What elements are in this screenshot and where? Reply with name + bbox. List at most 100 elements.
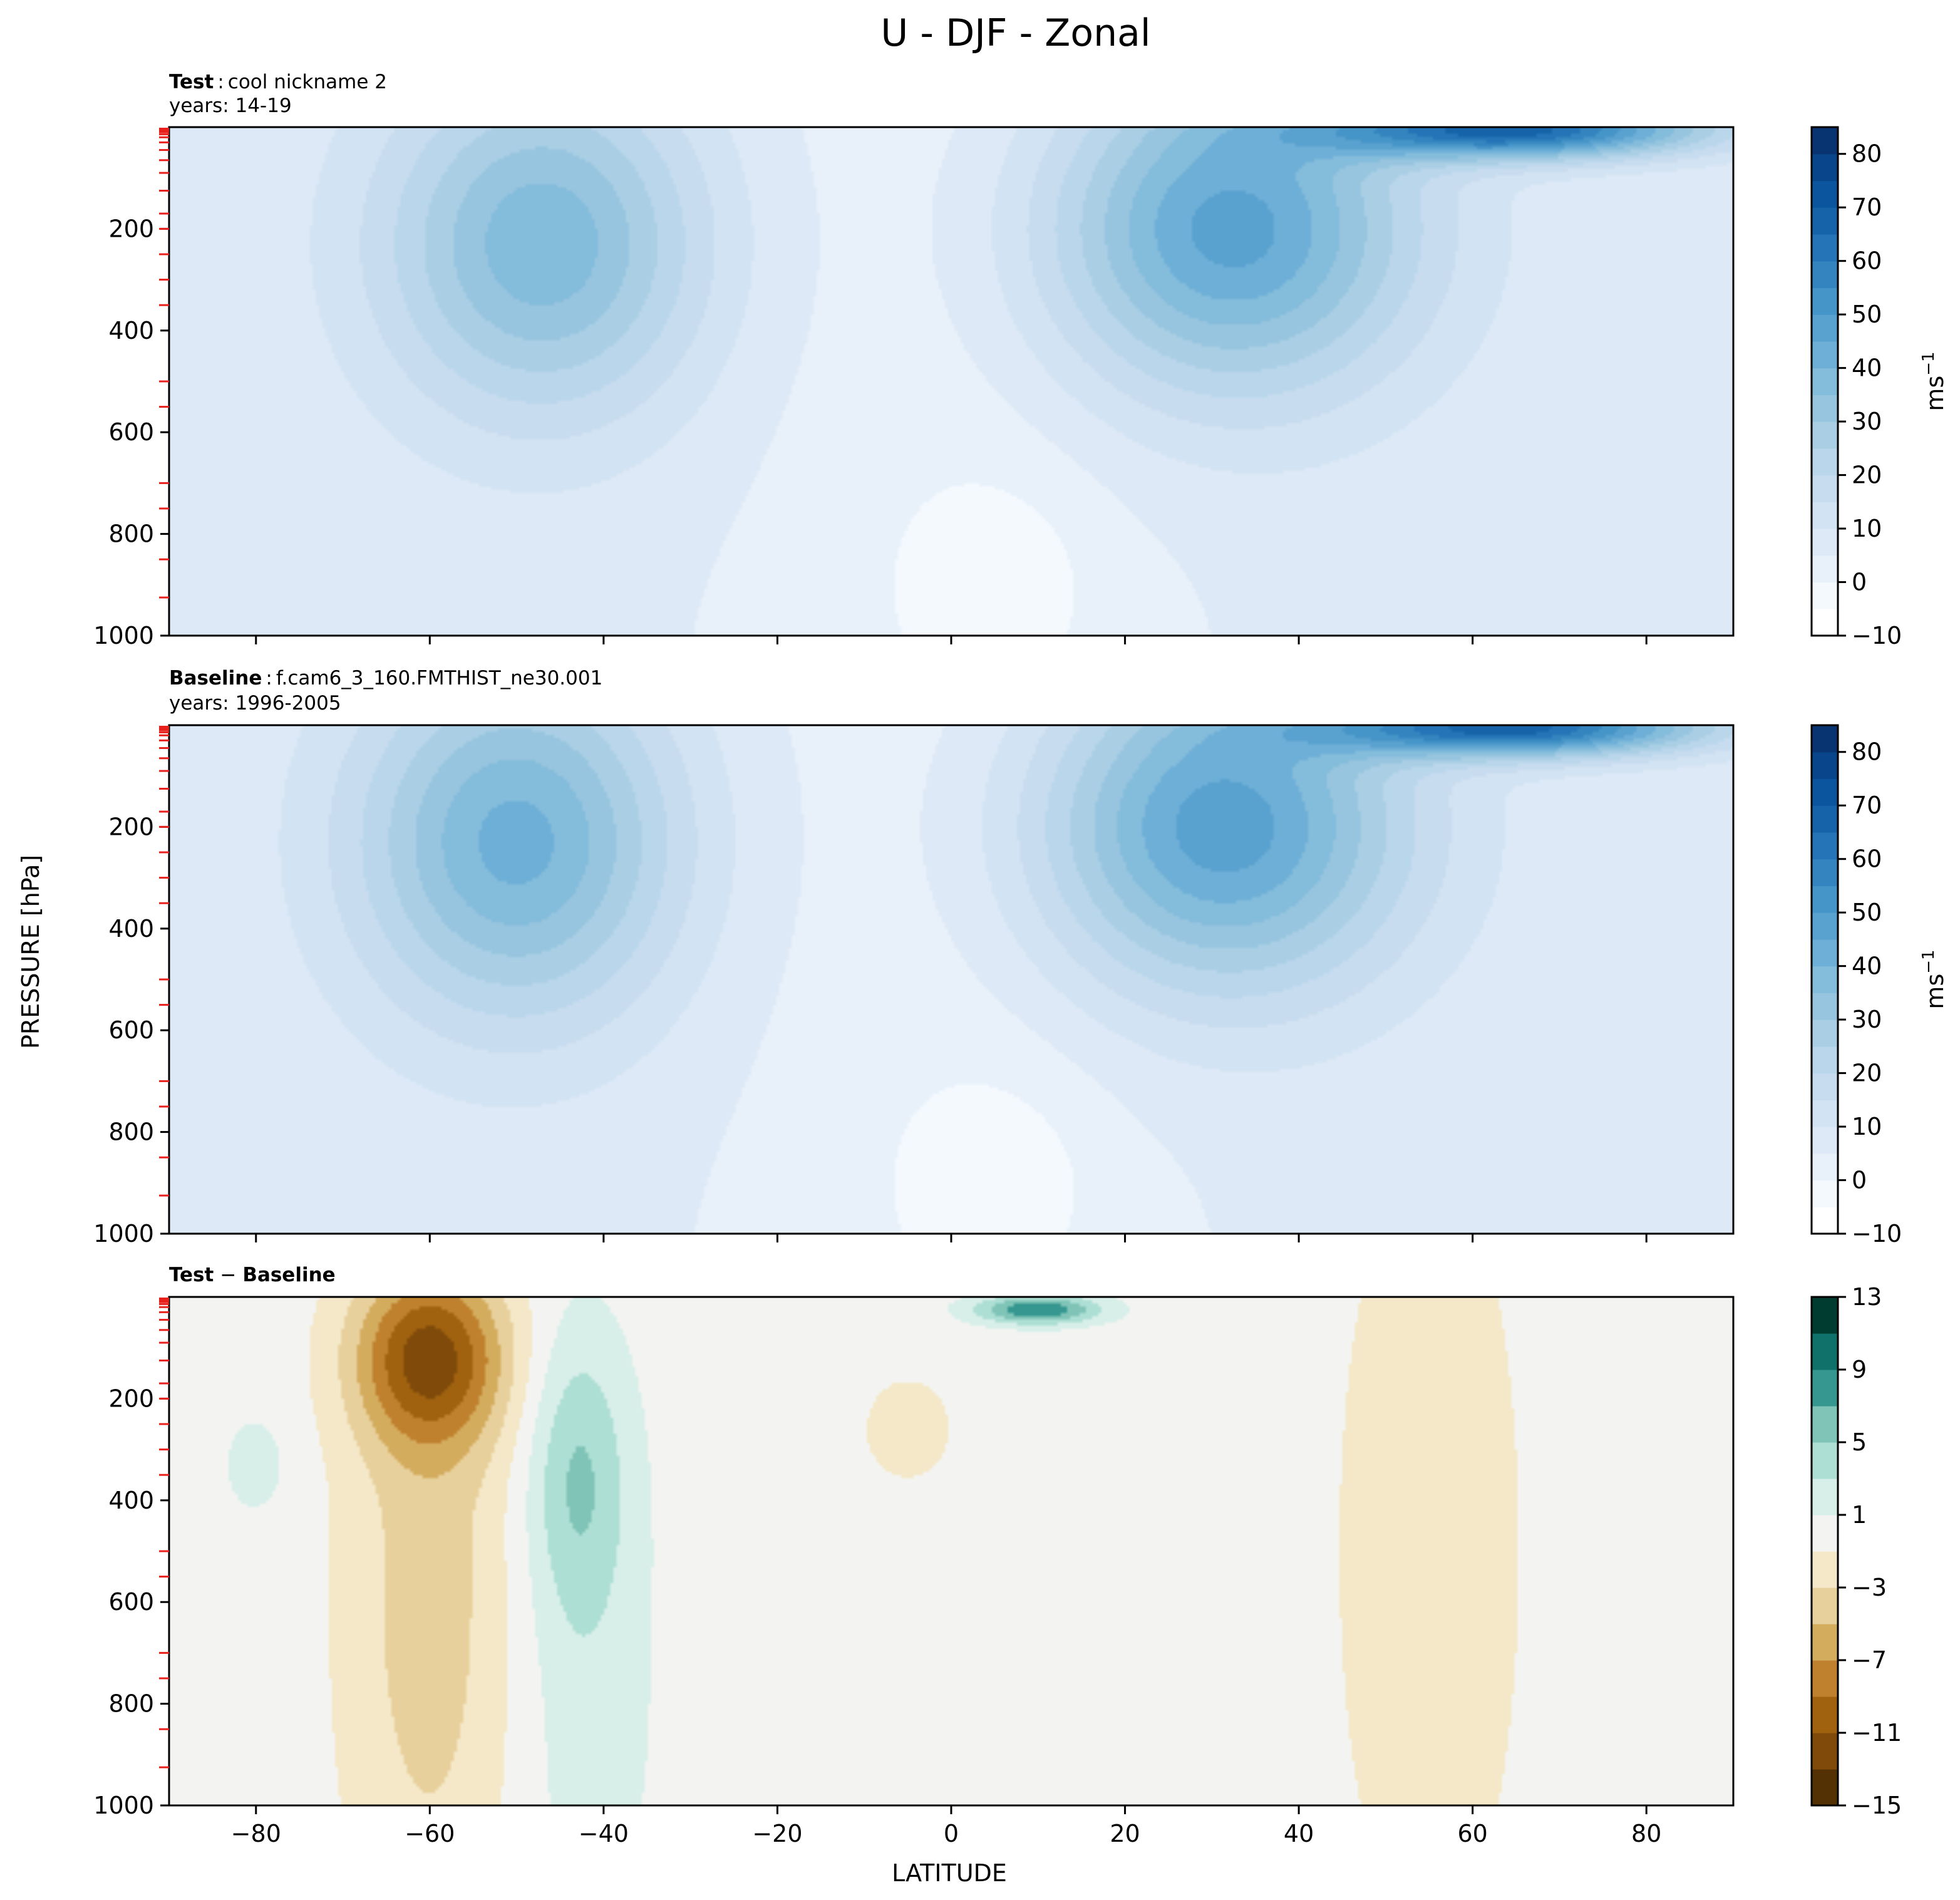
colorbar-swatch <box>1812 582 1838 609</box>
colorbar-ticks: 13 9 5 1 −3 −7 −11 −15 <box>1838 1283 1902 1819</box>
colorbar-tick-label: −15 <box>1852 1792 1902 1819</box>
x-tick-label: 40 <box>1284 1820 1314 1847</box>
x-tick-label: 0 <box>944 1820 959 1847</box>
model-level-ticks <box>159 127 169 599</box>
colorbar-swatch <box>1812 555 1838 583</box>
colorbar-swatch <box>1812 529 1838 556</box>
colorbar-test: 80 70 60 50 40 30 20 10 0 −10 ms−1 <box>1810 126 1949 649</box>
panel-title-baseline: Baseline: f.cam6_3_160.FMTHIST_ne30.001 <box>169 667 602 689</box>
colorbar-tick-label: 50 <box>1852 899 1882 926</box>
colorbar-swatch <box>1812 912 1838 940</box>
colorbar-swatch <box>1812 448 1838 476</box>
colorbar-tick-label: 40 <box>1852 953 1882 980</box>
figure-title: U - DJF - Zonal <box>880 11 1150 55</box>
panel-title-bold: Test <box>169 71 214 93</box>
colorbar-frame <box>1810 126 1839 637</box>
colorbar-swatch <box>1812 180 1838 208</box>
panel-baseline: Baseline: f.cam6_3_160.FMTHIST_ne30.001 y… <box>93 667 1949 1247</box>
colorbar-swatch <box>1812 287 1838 315</box>
colorbar-tick-label: 13 <box>1852 1283 1882 1311</box>
colorbar-swatch <box>1812 368 1838 395</box>
colorbar-swatch <box>1812 725 1838 753</box>
colorbar-unit: ms <box>1921 376 1949 411</box>
y-ticks: 200 400 600 800 1000 <box>93 1385 169 1819</box>
colorbar-unit: ms <box>1921 974 1949 1009</box>
colorbar-label: ms−1 <box>1919 949 1949 1009</box>
colorbar-swatches <box>1812 725 1838 1234</box>
x-axis-label: LATITUDE <box>892 1859 1007 1887</box>
colorbar-tick-label: −10 <box>1852 1220 1902 1247</box>
x-tick-label: 20 <box>1110 1820 1140 1847</box>
colorbar-swatch <box>1812 314 1838 342</box>
panel-title-bold-baseline: Baseline <box>242 1264 335 1286</box>
y-tick-label: 1000 <box>93 1220 154 1247</box>
panel-difference: Test − Baseline −80 −60 −40 −20 0 20 40 60 80 200 4… <box>93 1264 1902 1847</box>
colorbar-swatch <box>1812 1073 1838 1100</box>
panel-title-minus: − <box>220 1264 236 1286</box>
y-tick-label: 200 <box>108 215 154 242</box>
contour-field-baseline <box>169 725 1733 1234</box>
colorbar-swatch <box>1812 1100 1838 1127</box>
colorbar-tick-label: 0 <box>1852 569 1867 596</box>
colorbar-tick-label: 10 <box>1852 1113 1882 1140</box>
colorbar-tick-label: 40 <box>1852 354 1882 382</box>
colorbar-swatch <box>1812 1733 1838 1770</box>
colorbar-tick-label: 9 <box>1852 1356 1867 1383</box>
colorbar-swatch <box>1812 1406 1838 1443</box>
colorbar-swatch <box>1812 966 1838 993</box>
colorbar-tick-label: −11 <box>1852 1719 1902 1747</box>
colorbar-frame <box>1810 1296 1839 1807</box>
colorbar-swatch <box>1812 1769 1838 1806</box>
colorbar-swatch <box>1812 1297 1838 1334</box>
colorbar-tick-label: 70 <box>1852 194 1882 221</box>
panel-title-separator: : <box>266 667 272 689</box>
colorbar-swatch <box>1812 993 1838 1020</box>
panel-title-name: cool nickname 2 <box>228 71 387 93</box>
colorbar-swatch <box>1812 341 1838 369</box>
colorbar-swatch <box>1812 207 1838 235</box>
colorbar-swatch <box>1812 475 1838 502</box>
colorbar-swatch <box>1812 1442 1838 1479</box>
colorbar-swatch <box>1812 1180 1838 1207</box>
colorbar-swatch <box>1812 885 1838 913</box>
colorbar-tick-label: 1 <box>1852 1501 1867 1529</box>
colorbar-tick-label: −7 <box>1852 1646 1887 1674</box>
colorbar-swatch <box>1812 1696 1838 1733</box>
panel-test: Test: cool nickname 2 years: 14-19 200400… <box>93 71 1949 649</box>
y-tick-label: 800 <box>108 1118 154 1146</box>
colorbar-unit-exponent: −1 <box>1919 351 1938 375</box>
panel-years: years: 1996-2005 <box>169 692 341 715</box>
panel-title-bold: Baseline <box>169 667 262 689</box>
model-level-ticks <box>159 1297 169 1768</box>
y-tick-label: 800 <box>108 1690 154 1718</box>
colorbar-tick-label: 10 <box>1852 515 1882 542</box>
colorbar-tick-label: 0 <box>1852 1167 1867 1194</box>
colorbar-tick-label: 20 <box>1852 1060 1882 1087</box>
contour-field-test <box>169 127 1733 636</box>
y-tick-label: 200 <box>108 1385 154 1412</box>
y-axis-label: PRESSURE [hPa] <box>17 855 44 1049</box>
panel-title-bold-test: Test <box>169 1264 214 1286</box>
colorbar-swatches <box>1812 1297 1838 1806</box>
colorbar-swatch <box>1812 1207 1838 1234</box>
y-tick-label: 1000 <box>93 1792 154 1819</box>
y-tick-label: 800 <box>108 520 154 548</box>
colorbar-swatch <box>1812 778 1838 806</box>
colorbar-frame <box>1810 724 1839 1235</box>
colorbar-tick-label: 60 <box>1852 247 1882 275</box>
colorbar-tick-label: 5 <box>1852 1428 1867 1456</box>
y-tick-label: 600 <box>108 1588 154 1616</box>
x-tick-label: −60 <box>405 1820 455 1847</box>
colorbar-swatch <box>1812 1479 1838 1515</box>
colorbar-swatch <box>1812 1551 1838 1588</box>
colorbar-difference: 13 9 5 1 −3 −7 −11 −15 <box>1810 1283 1902 1819</box>
colorbar-swatch <box>1812 1020 1838 1047</box>
colorbar-swatch <box>1812 1515 1838 1552</box>
colorbar-tick-label: −10 <box>1852 622 1902 649</box>
y-tick-label: 600 <box>108 418 154 446</box>
panel-title-difference: Test − Baseline <box>169 1264 336 1286</box>
y-tick-label: 400 <box>108 1487 154 1514</box>
x-tick-label: 80 <box>1631 1820 1661 1847</box>
x-tick-label: 60 <box>1457 1820 1487 1847</box>
colorbar-swatch <box>1812 261 1838 289</box>
